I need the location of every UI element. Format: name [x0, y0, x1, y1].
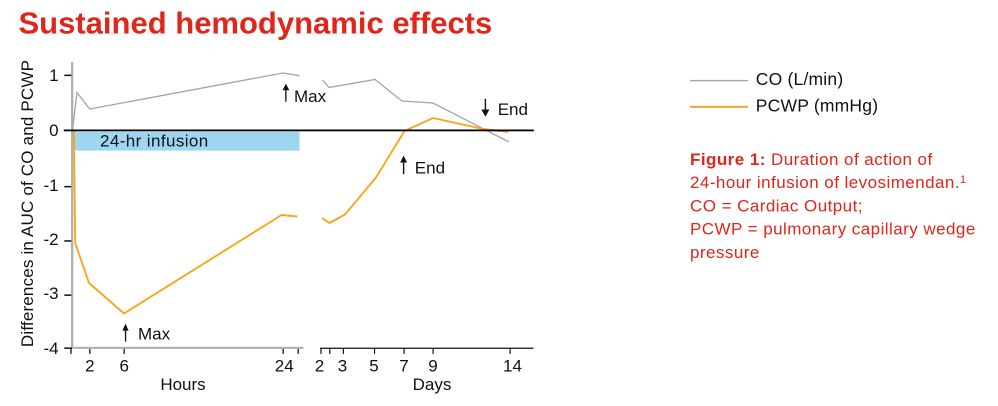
svg-text:Max: Max — [138, 324, 171, 343]
svg-text:-2: -2 — [43, 230, 58, 249]
svg-text:7: 7 — [399, 356, 408, 375]
svg-text:CO (L/min): CO (L/min) — [756, 69, 844, 89]
svg-text:Days: Days — [413, 375, 452, 394]
svg-text:6: 6 — [119, 356, 128, 375]
svg-text:PCWP (mmHg): PCWP (mmHg) — [756, 96, 878, 116]
svg-text:1: 1 — [49, 66, 58, 85]
svg-text:-1: -1 — [43, 176, 58, 195]
svg-text:-3: -3 — [43, 284, 58, 303]
svg-text:24: 24 — [275, 356, 294, 375]
svg-text:Differences in AUC of CO and P: Differences in AUC of CO and PCWP — [18, 60, 37, 347]
svg-text:Sustained hemodynamic effects: Sustained hemodynamic effects — [19, 5, 493, 40]
svg-text:3: 3 — [338, 356, 347, 375]
svg-text:Hours: Hours — [160, 375, 205, 394]
svg-text:2: 2 — [85, 356, 94, 375]
svg-text:-4: -4 — [43, 339, 58, 358]
svg-text:Figure 1: Duration of action o: Figure 1: Duration of action of — [690, 150, 933, 169]
svg-text:PCWP = pulmonary capillary wed: PCWP = pulmonary capillary wedge — [690, 220, 976, 239]
svg-text:End: End — [498, 100, 528, 119]
svg-text:14: 14 — [503, 356, 522, 375]
svg-text:CO = Cardiac Output;: CO = Cardiac Output; — [690, 196, 863, 215]
svg-text:0: 0 — [49, 121, 58, 140]
svg-text:5: 5 — [369, 356, 378, 375]
svg-text:2: 2 — [315, 356, 324, 375]
svg-text:24-hour infusion of levosimend: 24-hour infusion of levosimendan.1 — [690, 173, 967, 192]
svg-text:24-hr infusion: 24-hr infusion — [100, 132, 209, 151]
svg-text:Max: Max — [294, 87, 327, 106]
svg-text:End: End — [415, 158, 445, 177]
svg-text:pressure: pressure — [690, 243, 760, 262]
svg-text:9: 9 — [428, 356, 437, 375]
